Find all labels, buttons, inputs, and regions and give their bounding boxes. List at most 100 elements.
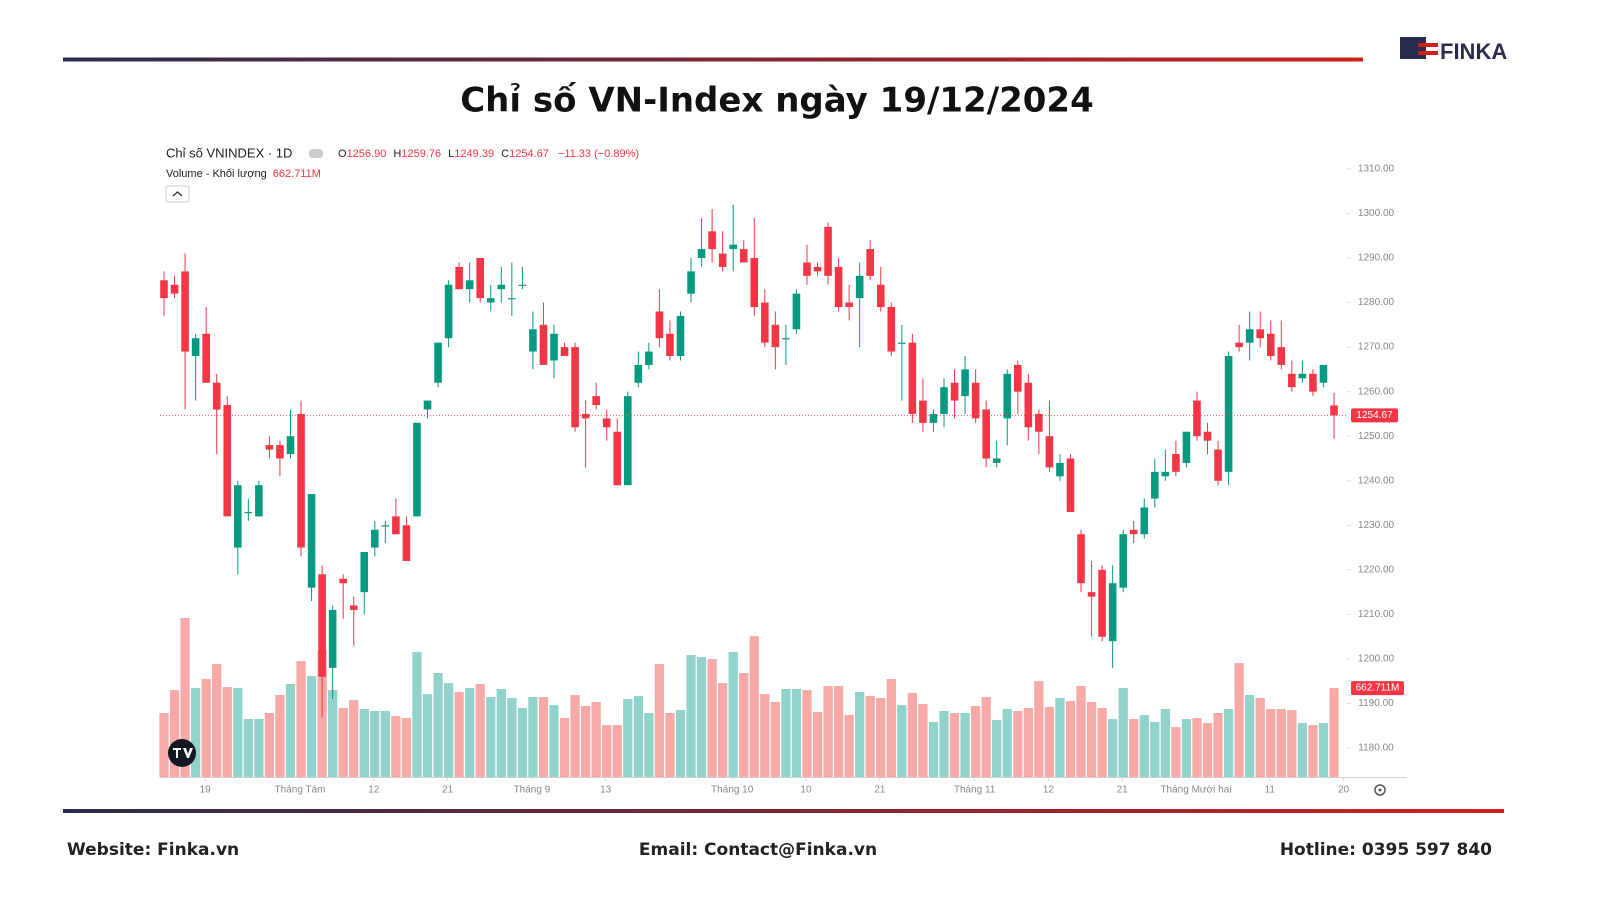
volume-bar — [433, 673, 443, 777]
volume-bar — [623, 699, 633, 777]
settings-icon[interactable] — [1374, 784, 1386, 796]
y-tick-label: 1180.00 — [1358, 743, 1394, 754]
candle-body — [1066, 458, 1075, 512]
candle-body — [1087, 592, 1096, 597]
candle-body — [813, 266, 822, 272]
candle-body — [1214, 449, 1222, 481]
candle-body — [992, 458, 1001, 463]
volume-bar — [992, 719, 1002, 777]
y-tick-label: 1230.00 — [1358, 520, 1395, 531]
volume-bar — [496, 688, 506, 777]
y-tick-label: 1270.00 — [1358, 342, 1395, 353]
candle-body — [328, 609, 337, 668]
x-tick-label: 10 — [800, 785, 812, 796]
volume-bar — [380, 710, 390, 777]
candle-body — [560, 347, 569, 357]
candle-body — [898, 342, 906, 344]
candle-body — [666, 333, 674, 357]
y-tick-label: 1210.00 — [1358, 609, 1395, 620]
volume-bar — [1297, 723, 1308, 777]
candle-body — [1161, 471, 1170, 477]
volume-bar — [1076, 686, 1086, 777]
hotline: Hotline: 0395 597 840 — [1280, 840, 1492, 860]
candle-body — [286, 436, 295, 455]
change: −11.33 (−0.89%) — [558, 148, 639, 160]
collapse-icon — [172, 191, 183, 197]
volume-bar — [1213, 712, 1223, 777]
candle-body — [708, 231, 716, 250]
volume-bar — [275, 695, 285, 777]
volume-bar — [1002, 708, 1012, 777]
volume-bar — [633, 696, 643, 777]
volume-bar — [159, 712, 169, 777]
x-tick-label: 13 — [600, 785, 612, 796]
h-value: 1259.76 — [401, 148, 441, 160]
plot: 1180.00 1190.00 1200.00 1210.00 1220.00 1230.… — [159, 164, 1404, 796]
volume-bar — [1086, 701, 1097, 777]
volume-bar — [1245, 695, 1255, 777]
x-tick-label: Tháng Tám — [275, 785, 326, 796]
x-tick-label: 12 — [1043, 785, 1055, 796]
candle-body — [1245, 329, 1254, 343]
volume-bar — [1129, 719, 1139, 777]
x-tick-label: Tháng Mười hai — [1160, 785, 1231, 796]
candle-body — [940, 387, 948, 414]
volume-bar — [570, 695, 580, 777]
candle-body — [1172, 454, 1180, 472]
candle-body — [1309, 373, 1317, 392]
candle-body — [676, 315, 685, 357]
volume-bar — [1097, 708, 1107, 777]
x-tick-label: Tháng 10 — [711, 785, 754, 796]
candle-body — [803, 262, 811, 276]
candle-body — [318, 574, 326, 677]
candle-body — [371, 529, 379, 548]
volume-bar — [1276, 708, 1286, 777]
candle-body — [160, 280, 168, 299]
volume-bar — [306, 676, 317, 777]
candle-body — [929, 413, 938, 423]
c-label: C — [501, 148, 509, 160]
candle-body — [602, 418, 611, 428]
legend-toggle[interactable] — [309, 149, 323, 158]
x-tick-label: 12 — [368, 785, 380, 796]
collapse-button[interactable] — [165, 185, 190, 203]
candle-body — [539, 324, 548, 365]
volume-bar — [686, 655, 696, 777]
candle-body — [508, 298, 516, 300]
candle-body — [465, 280, 474, 290]
volume-bar — [549, 705, 559, 777]
l-value: 1249.39 — [454, 148, 494, 160]
volume-bar — [865, 696, 875, 777]
candle-body — [771, 324, 780, 348]
volume-bar — [1223, 708, 1234, 777]
candle-body — [739, 249, 748, 263]
volume-bar — [1023, 708, 1033, 777]
o-label: O — [338, 148, 347, 160]
volume-bar — [528, 697, 538, 777]
candle-body — [202, 333, 210, 383]
volume-bar — [559, 717, 570, 777]
candle-body — [623, 396, 632, 486]
candle-body — [1129, 529, 1138, 535]
candle-body — [518, 284, 527, 286]
x-tick-label: 11 — [1265, 785, 1276, 796]
x-tick-label: 21 — [442, 785, 454, 796]
y-tick-label: 1260.00 — [1358, 386, 1395, 397]
h-label: H — [393, 148, 401, 160]
volume-bar — [675, 710, 686, 777]
volume-bar — [517, 708, 528, 777]
volume-bar — [401, 717, 412, 777]
candle-body — [687, 271, 695, 294]
candle-body — [476, 258, 485, 299]
candle-body — [782, 338, 790, 340]
candle-body — [571, 347, 579, 428]
volume-bar — [602, 725, 612, 777]
volume-bar — [876, 697, 886, 777]
volume-bar — [728, 652, 738, 777]
candle-body — [1319, 364, 1328, 383]
candle-body — [761, 302, 769, 343]
volume-bar — [243, 719, 253, 777]
candle-body — [855, 275, 864, 299]
